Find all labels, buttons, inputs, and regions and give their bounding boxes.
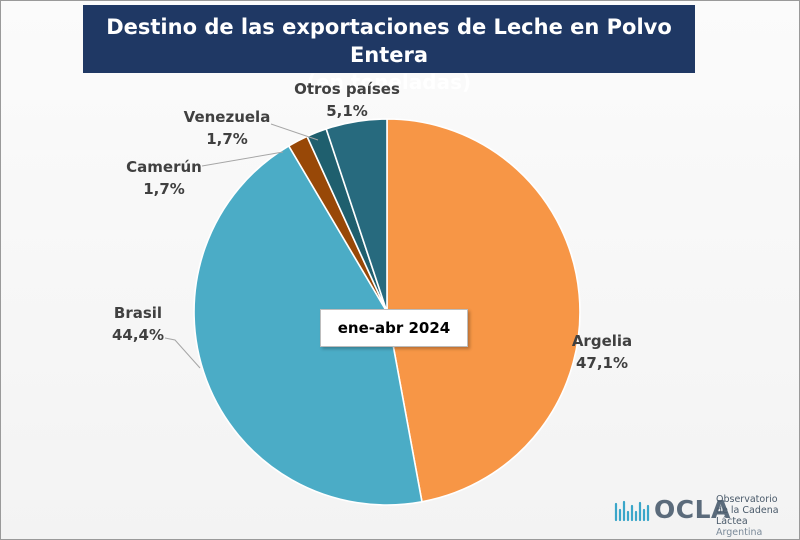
leader-line	[164, 337, 201, 369]
slice-value-argelia: 47,1%	[576, 354, 628, 372]
slice-value-brasil: 44,4%	[112, 326, 164, 344]
logo-line1: Observatorio	[716, 494, 778, 505]
pie-slice-otros-pa-ses	[325, 118, 388, 313]
slice-value-otros-pa-ses: 5,1%	[326, 102, 368, 120]
slice-label-venezuela: Venezuela	[184, 108, 271, 126]
logo-name: OCLA	[654, 495, 731, 524]
slice-label-argelia: Argelia	[572, 332, 632, 350]
ocla-waves-icon	[614, 500, 650, 522]
chart-title-box: Destino de las exportaciones de Leche en…	[83, 5, 695, 94]
pie-slice-argelia	[386, 118, 581, 503]
logo-line2: de la Cadena Láctea	[716, 505, 779, 527]
chart-subtitle: (en toneladas)	[306, 70, 472, 94]
period-label: ene-abr 2024	[320, 309, 468, 347]
pie-slice-brasil	[193, 144, 423, 506]
leader-line	[201, 151, 284, 167]
slice-value-venezuela: 1,7%	[206, 130, 248, 148]
logo-subtitle: Observatorio de la Cadena Láctea Argenti…	[716, 494, 794, 538]
ocla-logo: OCLA Observatorio de la Cadena Láctea Ar…	[614, 494, 794, 538]
logo-line3: Argentina	[716, 527, 763, 538]
leader-line	[270, 123, 319, 141]
slice-label-camer-n: Camerún	[126, 158, 202, 176]
chart-title: Destino de las exportaciones de Leche en…	[106, 15, 672, 67]
slice-value-camer-n: 1,7%	[143, 180, 185, 198]
slice-label-brasil: Brasil	[114, 304, 162, 322]
slice-label-otros-pa-ses: Otros países	[294, 80, 400, 98]
